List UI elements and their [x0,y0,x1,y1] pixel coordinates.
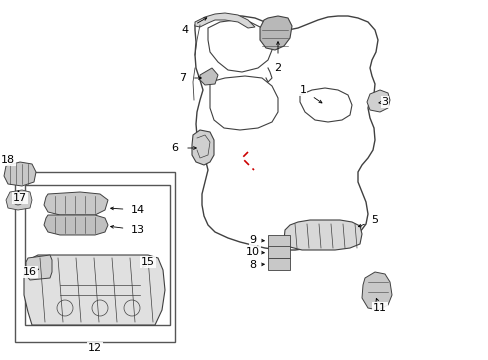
Polygon shape [200,68,218,85]
Text: 3: 3 [381,97,387,107]
Polygon shape [44,192,108,215]
Bar [267,235,289,247]
Text: 17: 17 [13,193,27,203]
Text: 15: 15 [141,257,155,267]
Text: 6: 6 [171,143,178,153]
Text: 10: 10 [245,247,260,257]
Polygon shape [26,255,52,280]
Text: 11: 11 [372,303,386,313]
Text: 7: 7 [179,73,186,83]
Text: 8: 8 [249,260,256,270]
Text: 12: 12 [88,343,102,353]
Text: 1: 1 [299,85,306,95]
Polygon shape [4,162,36,186]
Polygon shape [366,90,389,112]
Text: 14: 14 [131,205,145,215]
Text: 2: 2 [274,63,281,73]
Bar [15,172,175,342]
Text: 5: 5 [371,215,378,225]
Text: 16: 16 [23,267,37,277]
Polygon shape [24,255,164,325]
Polygon shape [284,220,361,250]
Bar [267,246,289,258]
Bar [25,185,170,325]
Text: 13: 13 [131,225,145,235]
Text: 4: 4 [181,25,188,35]
Circle shape [13,195,23,205]
Polygon shape [260,16,291,50]
Polygon shape [192,130,214,165]
Polygon shape [195,13,254,28]
Text: 18: 18 [1,155,15,165]
Polygon shape [44,215,108,235]
Text: 9: 9 [249,235,256,245]
Polygon shape [6,190,32,210]
Bar [267,258,289,270]
Polygon shape [361,272,391,310]
